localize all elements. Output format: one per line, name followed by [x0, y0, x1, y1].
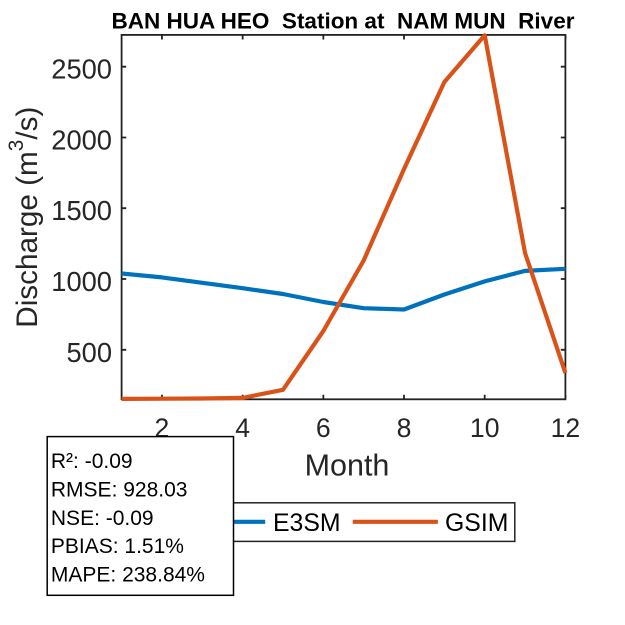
svg-text:8: 8 [397, 413, 412, 443]
svg-text:2000: 2000 [51, 125, 112, 156]
svg-text:MAPE: 238.84%: MAPE: 238.84% [51, 564, 205, 587]
svg-text:R²: -0.09: R²: -0.09 [51, 450, 133, 473]
svg-text:500: 500 [66, 337, 112, 368]
svg-text:GSIM: GSIM [445, 510, 508, 537]
svg-text:1000: 1000 [51, 266, 112, 297]
svg-text:1500: 1500 [51, 195, 112, 226]
svg-text:Month: Month [305, 448, 390, 482]
svg-text:6: 6 [316, 413, 331, 443]
svg-text:E3SM: E3SM [273, 510, 341, 537]
svg-text:RMSE: 928.03: RMSE: 928.03 [51, 478, 188, 501]
svg-text:4: 4 [235, 413, 250, 443]
svg-text:2: 2 [155, 413, 170, 443]
svg-text:12: 12 [551, 413, 581, 443]
svg-text:NSE: -0.09: NSE: -0.09 [51, 507, 154, 530]
svg-text:PBIAS: 1.51%: PBIAS: 1.51% [51, 535, 184, 558]
svg-text:10: 10 [470, 413, 500, 443]
svg-text:BAN HUA HEO Station at NAM M: BAN HUA HEO Station at NAM MUN River [112, 9, 575, 34]
svg-text:2500: 2500 [51, 54, 112, 85]
svg-text:Discharge (m3/s): Discharge (m3/s) [5, 107, 44, 328]
